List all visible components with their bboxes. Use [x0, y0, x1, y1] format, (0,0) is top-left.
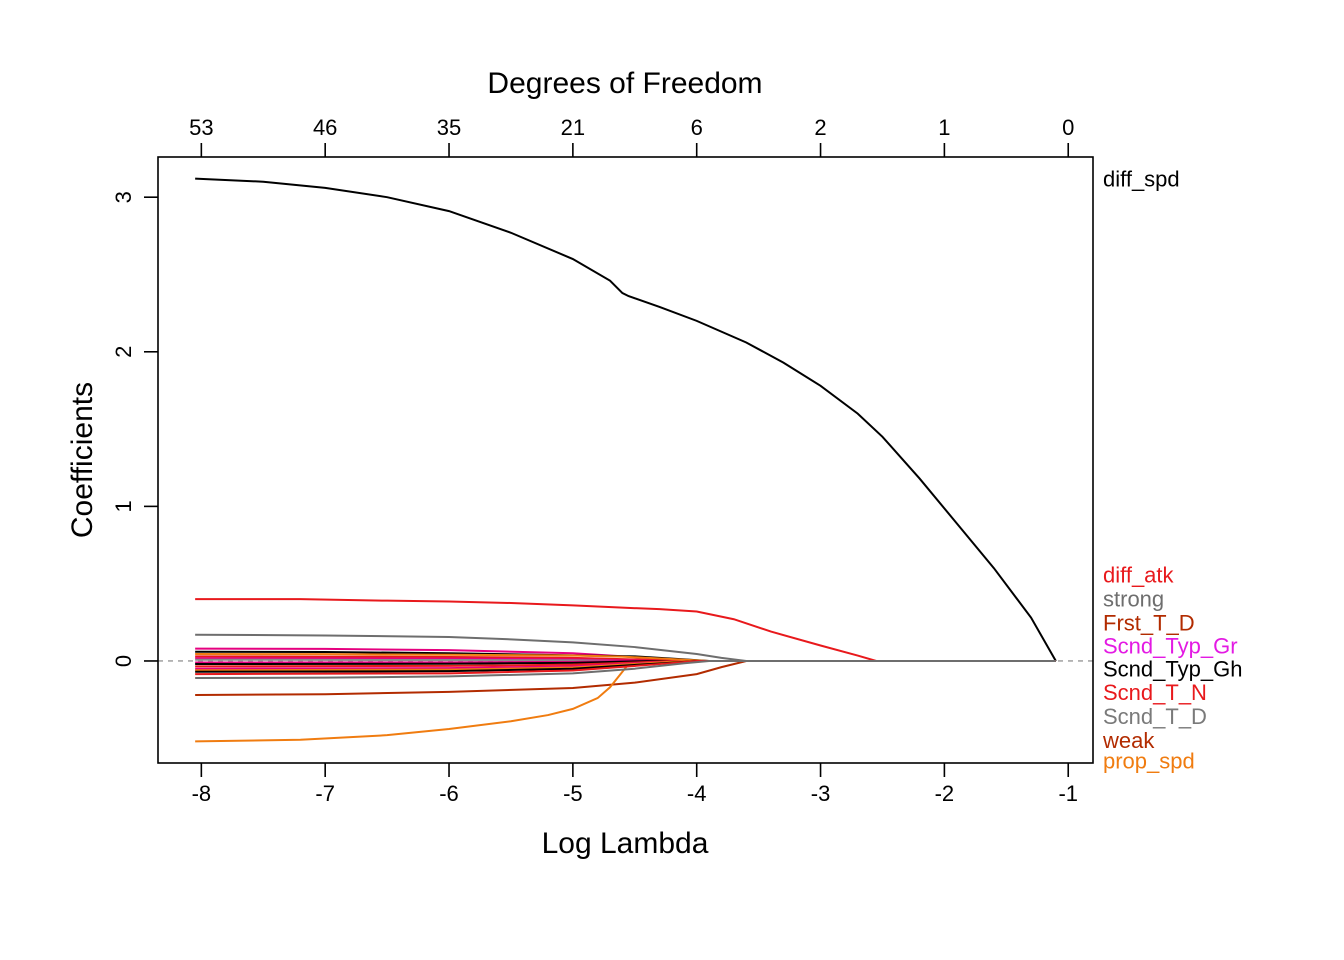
y-tick-label: 1 — [111, 500, 136, 512]
top-tick-label: 1 — [938, 115, 950, 140]
y-tick-label: 2 — [111, 346, 136, 358]
series-label-strong: strong — [1103, 586, 1164, 611]
series-label-Frst_T_D: Frst_T_D — [1103, 610, 1195, 635]
series-label-diff_spd: diff_spd — [1103, 167, 1180, 192]
x-tick-label: -8 — [192, 781, 212, 806]
y-axis-title: Coefficients — [66, 382, 99, 538]
x-axis-title: Log Lambda — [542, 827, 709, 860]
series-line-coef-18 — [195, 659, 1056, 679]
y-tick-label: 0 — [111, 655, 136, 667]
series-label-diff_atk: diff_atk — [1103, 562, 1175, 587]
series-label-Scnd_Typ_Gr: Scnd_Typ_Gr — [1103, 634, 1238, 659]
series-label-Scnd_T_N: Scnd_T_N — [1103, 680, 1207, 705]
x-tick-label: -7 — [315, 781, 335, 806]
top-tick-label: 0 — [1062, 115, 1074, 140]
top-tick-label: 46 — [313, 115, 337, 140]
x-tick-label: -6 — [439, 781, 459, 806]
x-tick-label: -1 — [1058, 781, 1078, 806]
y-tick-label: 3 — [111, 191, 136, 203]
top-tick-label: 21 — [561, 115, 585, 140]
plot-frame — [157, 156, 1094, 764]
series-line-Frst_T_D — [195, 659, 1056, 696]
series-label-weak: weak — [1102, 728, 1155, 753]
series-label-prop_spd: prop_spd — [1103, 749, 1195, 774]
x-tick-label: -3 — [811, 781, 831, 806]
series-line-diff_atk — [195, 598, 1056, 662]
top-axis-title: Degrees of Freedom — [487, 67, 762, 100]
top-tick-label: 6 — [691, 115, 703, 140]
series-label-Scnd_T_D: Scnd_T_D — [1103, 704, 1207, 729]
top-tick-label: 53 — [189, 115, 213, 140]
x-tick-label: -5 — [563, 781, 583, 806]
x-tick-label: -2 — [935, 781, 955, 806]
series-label-Scnd_Typ_Gh: Scnd_Typ_Gh — [1103, 657, 1242, 682]
series-line-strong — [195, 633, 1056, 662]
series-line-diff_spd — [195, 177, 1057, 662]
x-tick-label: -4 — [687, 781, 707, 806]
top-tick-label: 35 — [437, 115, 461, 140]
top-tick-label: 2 — [814, 115, 826, 140]
